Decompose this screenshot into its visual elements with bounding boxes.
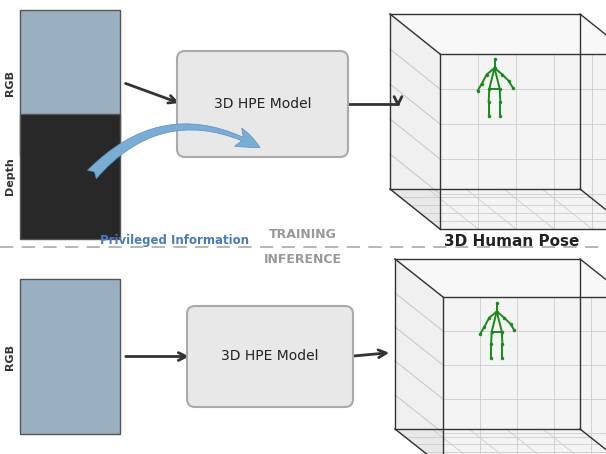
Bar: [20, 114, 120, 239]
Text: 3D HPE Model: 3D HPE Model: [221, 350, 319, 364]
Polygon shape: [395, 259, 606, 297]
Polygon shape: [580, 14, 606, 229]
Text: TRAINING: TRAINING: [269, 228, 337, 241]
Polygon shape: [440, 54, 606, 229]
Text: 3D Human Pose: 3D Human Pose: [442, 0, 578, 2]
Polygon shape: [443, 297, 606, 454]
Text: Privileged Information: Privileged Information: [101, 234, 250, 247]
Text: RGB: RGB: [5, 344, 15, 370]
FancyBboxPatch shape: [187, 306, 353, 407]
Text: 3D HPE Model: 3D HPE Model: [214, 97, 311, 111]
Polygon shape: [390, 14, 440, 229]
Polygon shape: [390, 189, 606, 229]
FancyBboxPatch shape: [177, 51, 348, 157]
Text: INFERENCE: INFERENCE: [264, 253, 342, 266]
Text: Depth: Depth: [5, 158, 15, 195]
Text: RGB: RGB: [5, 69, 15, 95]
Polygon shape: [395, 429, 606, 454]
Polygon shape: [395, 259, 443, 454]
Polygon shape: [580, 259, 606, 454]
Text: 3D Human Pose: 3D Human Pose: [444, 234, 579, 249]
Bar: [20, 10, 120, 155]
Polygon shape: [390, 14, 606, 54]
Bar: [20, 279, 120, 434]
